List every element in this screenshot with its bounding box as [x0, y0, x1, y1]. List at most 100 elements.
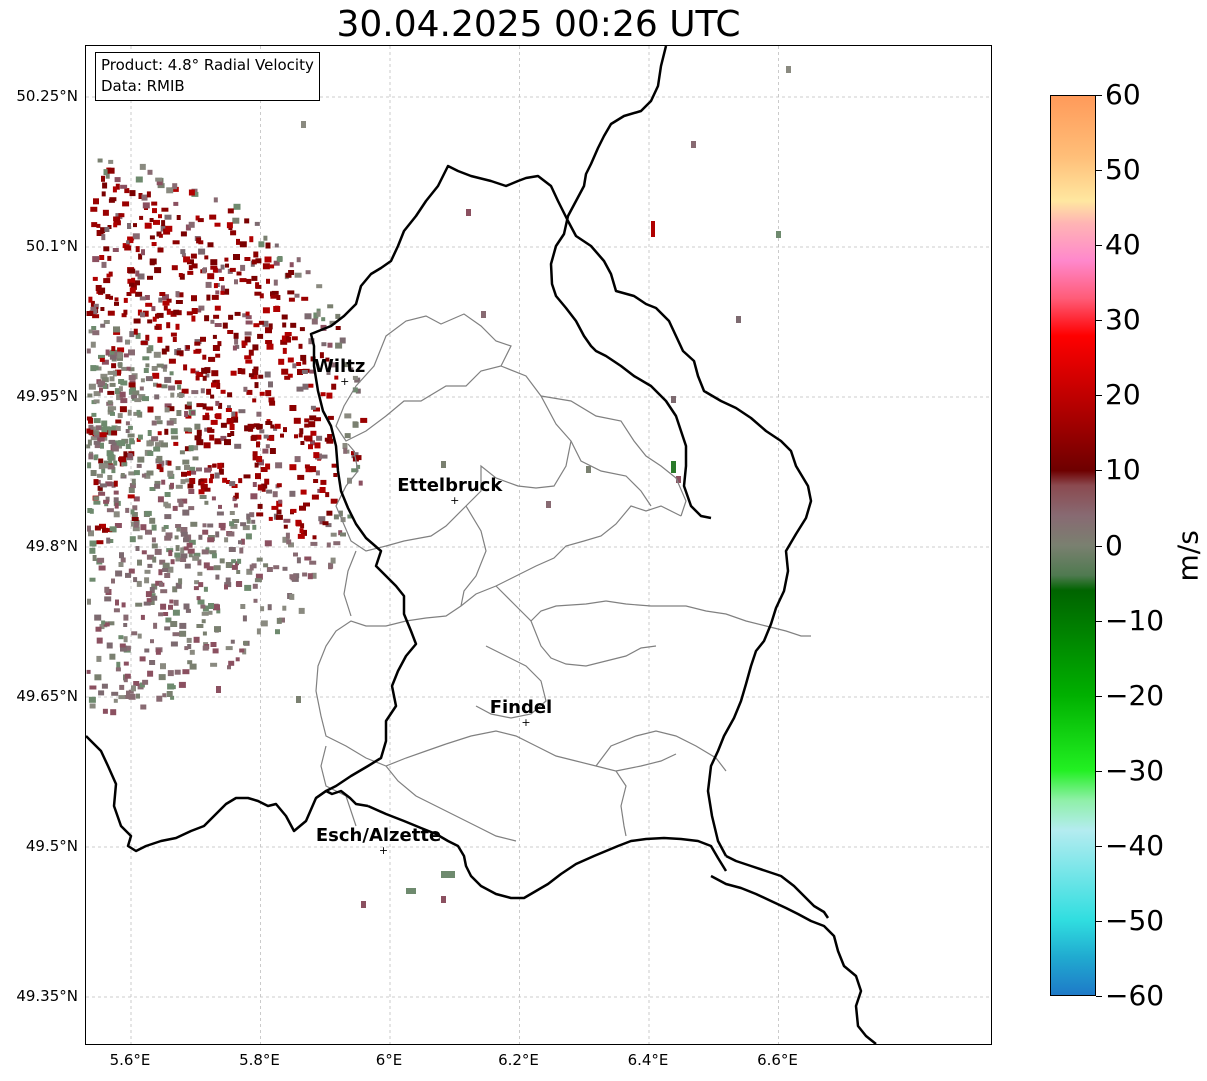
echo-pixel — [211, 294, 219, 300]
echo-pixel — [206, 406, 214, 411]
echo-pixel — [234, 492, 239, 499]
echo-pixel — [97, 158, 103, 163]
echo-pixel — [136, 693, 140, 699]
echo-pixel — [252, 344, 259, 351]
echo-pixel — [320, 479, 327, 485]
echo-pixel — [164, 403, 172, 408]
echo-pixel — [183, 256, 191, 263]
echo-pixel — [107, 621, 115, 626]
echo-pixel — [294, 434, 298, 439]
echo-pixel — [100, 442, 104, 449]
echo-pixel — [103, 499, 110, 504]
echo-pixel — [92, 330, 100, 336]
echo-pixel — [321, 342, 327, 347]
echo-pixel — [232, 519, 240, 523]
echo-pixel — [97, 485, 103, 491]
echo-pixel — [128, 349, 135, 356]
echo-pixel — [157, 247, 164, 253]
echo-pixel — [98, 458, 104, 464]
lon-tick-label: 5.8°E — [239, 1051, 280, 1069]
echo-pixel — [195, 215, 200, 221]
echo-pixel — [142, 679, 149, 685]
echo-pixel — [198, 582, 204, 588]
echo-pixel — [113, 222, 118, 228]
echo-pixel — [189, 466, 196, 473]
echo-pixel — [171, 265, 178, 271]
echo-pixel — [96, 223, 101, 228]
echo-pixel — [152, 208, 157, 214]
echo-pixel — [144, 577, 150, 584]
colorbar-tick-label: 0 — [1105, 528, 1123, 562]
echo-pixel — [181, 253, 186, 258]
echo-pixel — [108, 539, 114, 543]
echo-pixel — [127, 433, 135, 438]
echo-pixel — [107, 454, 115, 460]
echo-pixel — [155, 177, 163, 182]
echo-pixel — [170, 482, 174, 489]
echo-pixel — [302, 360, 307, 365]
echo-pixel — [234, 311, 241, 316]
echo-pixel — [168, 385, 176, 391]
echo-pixel — [231, 416, 239, 423]
echo-pixel — [127, 409, 132, 416]
echo-pixel — [175, 545, 180, 552]
echo-pixel — [140, 378, 145, 383]
echo-pixel — [164, 626, 171, 631]
echo-pixel — [96, 473, 103, 478]
echo-pixel — [129, 536, 136, 543]
echo-pixel — [268, 323, 273, 330]
echo-pixel — [220, 422, 227, 428]
echo-pixel — [140, 704, 147, 710]
echo-pixel — [351, 468, 359, 473]
echo-pixel — [131, 685, 136, 692]
echo-pixel — [164, 492, 171, 497]
echo-pixel — [155, 313, 159, 319]
echo-pixel — [217, 341, 222, 347]
echo-pixel — [210, 473, 215, 479]
echo-pixel — [130, 387, 136, 392]
echo-pixel — [251, 275, 258, 281]
lat-tick-label: 49.5°N — [25, 837, 78, 855]
echo-pixel — [95, 285, 102, 291]
echo-pixel — [245, 315, 252, 320]
echo-pixel — [244, 257, 251, 261]
echo-pixel — [163, 612, 169, 616]
echo-pixel — [99, 483, 107, 488]
echo-pixel — [252, 454, 257, 461]
echo-pixel — [311, 494, 319, 500]
city-label: Findel — [490, 697, 553, 718]
echo-pixel — [203, 586, 208, 592]
echo-pixel — [146, 347, 152, 354]
echo-pixel — [131, 478, 136, 485]
lon-tick-label: 5.6°E — [109, 1051, 151, 1069]
echo-pixel — [335, 326, 341, 330]
echo-pixel — [113, 608, 120, 613]
echo-pixel — [267, 604, 272, 611]
echo-pixel — [120, 184, 128, 189]
echo-pixel — [114, 440, 120, 447]
echo-pixel — [213, 314, 220, 319]
city-plus-icon: + — [521, 716, 530, 729]
echo-pixel — [166, 691, 173, 697]
echo-pixel — [98, 690, 105, 696]
echo-pixel — [207, 523, 214, 528]
echo-pixel — [210, 642, 217, 647]
echo-pixel — [151, 583, 158, 590]
echo-pixel — [191, 410, 195, 415]
echo-pixel — [263, 235, 268, 241]
echo-pixel — [259, 429, 265, 434]
echo-pixel — [246, 568, 253, 575]
colorbar-tick-label: 30 — [1105, 303, 1141, 337]
colorbar-tick-mark — [1096, 695, 1102, 697]
echo-pixel — [211, 496, 216, 501]
echo-pixel — [215, 353, 221, 358]
echo-pixel — [129, 238, 134, 244]
echo-pixel — [113, 511, 120, 518]
echo-pixel — [153, 446, 161, 452]
echo-pixel — [232, 217, 240, 224]
echo-pixel — [151, 543, 158, 549]
echo-pixel — [300, 354, 307, 361]
echo-pixel — [145, 376, 153, 382]
map-panel[interactable]: + Wiltz + Ettelbruck + Findel + Esch/Alzette — [85, 45, 992, 1045]
echo-pixel — [204, 255, 209, 260]
